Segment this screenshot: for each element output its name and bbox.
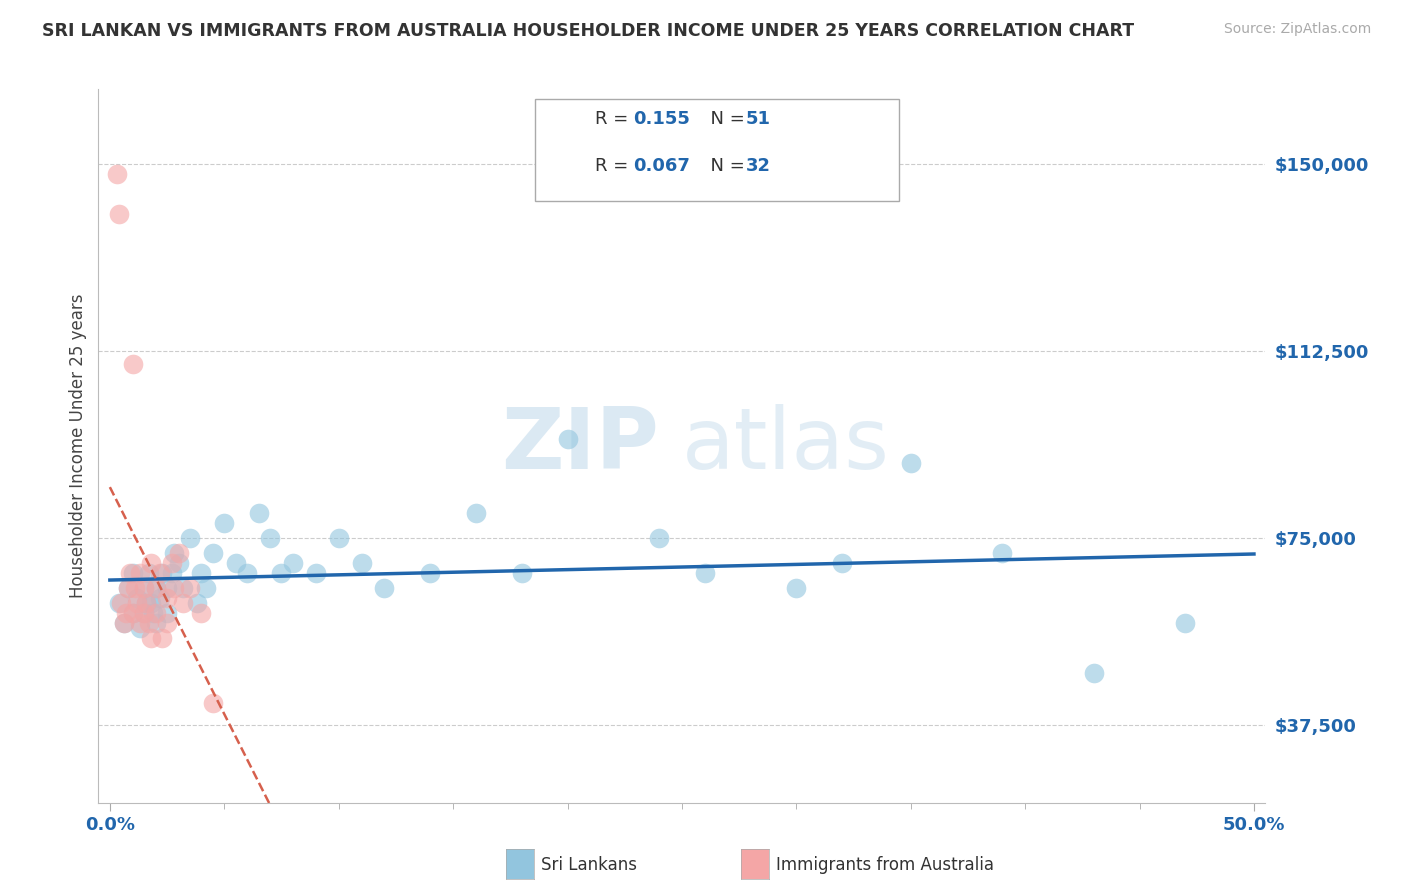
- Point: [117, 581, 139, 595]
- Point: [201, 546, 224, 560]
- Point: [194, 581, 217, 595]
- Text: Sri Lankans: Sri Lankans: [541, 856, 637, 874]
- Text: R =: R =: [595, 157, 634, 176]
- Point: [139, 596, 162, 610]
- Point: [236, 566, 259, 581]
- Text: Immigrants from Australia: Immigrants from Australia: [776, 856, 994, 874]
- Point: [152, 631, 174, 645]
- Point: [139, 631, 162, 645]
- Point: [138, 616, 160, 631]
- Point: [831, 556, 853, 570]
- Point: [160, 566, 183, 581]
- Text: Source: ZipAtlas.com: Source: ZipAtlas.com: [1223, 22, 1371, 37]
- Point: [108, 207, 131, 221]
- Point: [128, 616, 150, 631]
- Point: [134, 581, 156, 595]
- Point: [142, 606, 165, 620]
- Point: [145, 616, 167, 631]
- Point: [112, 616, 135, 631]
- Point: [128, 566, 150, 581]
- Point: [172, 596, 194, 610]
- Point: [648, 531, 671, 545]
- Point: [149, 591, 172, 606]
- Point: [108, 596, 131, 610]
- Point: [465, 507, 488, 521]
- Point: [138, 566, 160, 581]
- Point: [121, 606, 143, 620]
- Point: [693, 566, 716, 581]
- Text: N =: N =: [699, 157, 751, 176]
- Point: [160, 556, 183, 570]
- Point: [149, 566, 172, 581]
- Point: [270, 566, 292, 581]
- Point: [145, 581, 167, 595]
- Point: [134, 581, 156, 595]
- Point: [214, 516, 236, 531]
- Point: [186, 596, 208, 610]
- Y-axis label: Householder Income Under 25 years: Householder Income Under 25 years: [69, 293, 87, 599]
- Text: ZIP: ZIP: [501, 404, 658, 488]
- Point: [247, 507, 270, 521]
- Point: [121, 357, 143, 371]
- Point: [190, 566, 212, 581]
- Text: 0.155: 0.155: [633, 110, 690, 128]
- Point: [179, 581, 201, 595]
- Point: [121, 606, 143, 620]
- Point: [163, 546, 186, 560]
- Point: [167, 546, 190, 560]
- Point: [127, 596, 149, 610]
- Point: [190, 606, 212, 620]
- Point: [1083, 666, 1105, 681]
- Point: [510, 566, 533, 581]
- Point: [134, 606, 156, 620]
- Point: [201, 696, 224, 710]
- Text: 51: 51: [745, 110, 770, 128]
- Point: [163, 581, 186, 595]
- Point: [1174, 616, 1197, 631]
- Point: [991, 546, 1014, 560]
- Text: N =: N =: [699, 110, 751, 128]
- Point: [117, 581, 139, 595]
- Point: [557, 432, 579, 446]
- Point: [120, 566, 142, 581]
- Point: [179, 531, 201, 545]
- Point: [139, 556, 162, 570]
- Point: [305, 566, 328, 581]
- Point: [156, 591, 179, 606]
- Point: [115, 606, 138, 620]
- Point: [167, 556, 190, 570]
- Point: [152, 566, 174, 581]
- Point: [373, 581, 395, 595]
- Point: [172, 581, 194, 595]
- Point: [105, 167, 128, 181]
- Point: [112, 616, 135, 631]
- Point: [110, 596, 132, 610]
- Text: R =: R =: [595, 110, 634, 128]
- Point: [145, 581, 167, 595]
- Point: [124, 581, 146, 595]
- Point: [419, 566, 441, 581]
- Text: atlas: atlas: [682, 404, 890, 488]
- Point: [128, 621, 150, 635]
- Point: [145, 606, 167, 620]
- Point: [225, 556, 247, 570]
- Point: [328, 531, 350, 545]
- Point: [135, 596, 157, 610]
- Text: 0.067: 0.067: [633, 157, 690, 176]
- Point: [134, 606, 156, 620]
- Text: SRI LANKAN VS IMMIGRANTS FROM AUSTRALIA HOUSEHOLDER INCOME UNDER 25 YEARS CORREL: SRI LANKAN VS IMMIGRANTS FROM AUSTRALIA …: [42, 22, 1135, 40]
- Point: [350, 556, 373, 570]
- Point: [156, 581, 179, 595]
- Point: [156, 606, 179, 620]
- Point: [259, 531, 281, 545]
- Point: [135, 596, 157, 610]
- Point: [127, 591, 149, 606]
- Point: [785, 581, 807, 595]
- Point: [281, 556, 304, 570]
- Text: 32: 32: [745, 157, 770, 176]
- Point: [121, 566, 143, 581]
- Point: [156, 616, 179, 631]
- Point: [900, 457, 922, 471]
